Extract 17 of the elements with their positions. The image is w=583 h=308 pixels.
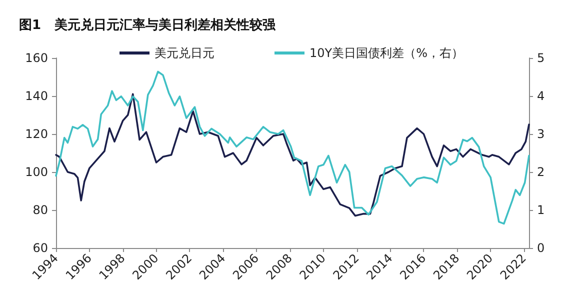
line-series <box>55 93 530 217</box>
y-tick-label: 80 <box>32 203 48 217</box>
y2-tick-label: 1 <box>537 203 545 217</box>
y2-tick-label: 2 <box>537 165 545 179</box>
y-tick-label: 60 <box>32 241 48 255</box>
y2-tick-label: 0 <box>537 241 545 255</box>
legend-label: 10Y美日国债利差（%，右） <box>310 46 464 60</box>
y-tick-label: 100 <box>25 165 48 179</box>
line-series <box>55 70 530 225</box>
y2-tick-label: 5 <box>537 51 545 65</box>
legend-label: 美元兑日元 <box>154 46 214 60</box>
y-tick-label: 140 <box>25 89 48 103</box>
y-tick-label: 160 <box>25 51 48 65</box>
y2-tick-label: 3 <box>537 127 545 141</box>
chart-title: 图1 美元兑日元汇率与美日利差相关性较强 <box>19 17 277 33</box>
y2-tick-label: 4 <box>537 89 545 103</box>
y-tick-label: 120 <box>25 127 48 141</box>
